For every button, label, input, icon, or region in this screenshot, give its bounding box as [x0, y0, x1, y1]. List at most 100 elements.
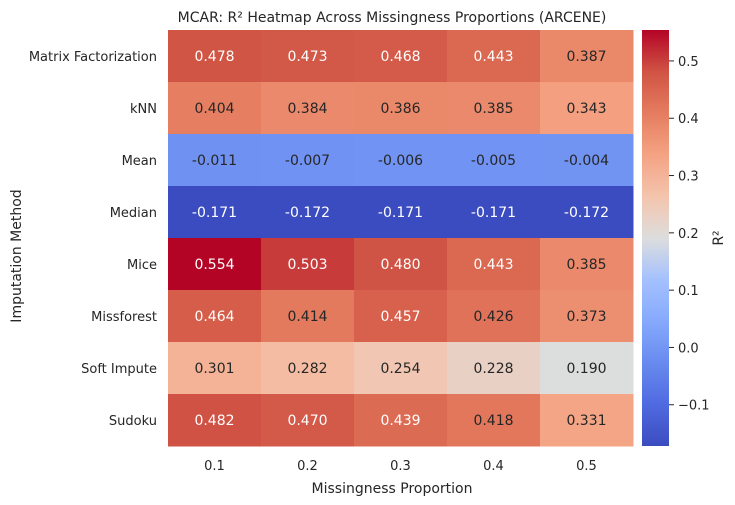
heatmap-cell — [261, 186, 355, 239]
heatmap-cell — [540, 30, 634, 83]
cell-value-label: 0.387 — [566, 49, 606, 65]
colorbar-tick-label: 0.5 — [678, 55, 699, 70]
heatmap-cell — [354, 238, 448, 291]
heatmap-cell — [447, 30, 541, 83]
heatmap-cell — [168, 134, 262, 187]
colorbar-tick-label: −0.1 — [678, 399, 710, 414]
cell-value-label: 0.343 — [566, 101, 606, 117]
y-axis-label: Imputation Method — [9, 189, 25, 322]
cell-value-label: 0.468 — [380, 49, 420, 65]
heatmap-cell — [354, 134, 448, 187]
cell-value-label: 0.503 — [287, 257, 327, 273]
cell-value-label: -0.171 — [378, 205, 423, 221]
heatmap-cell — [168, 394, 262, 447]
heatmap-cell — [354, 186, 448, 239]
heatmap-cell — [540, 394, 634, 447]
heatmap-cell — [447, 186, 541, 239]
heatmap-cell — [261, 82, 355, 135]
x-tick-label: 0.2 — [297, 459, 318, 474]
cell-value-label: 0.470 — [287, 413, 327, 429]
cell-value-label: 0.457 — [380, 309, 420, 325]
cell-value-label: 0.386 — [380, 101, 420, 117]
heatmap-cell — [261, 290, 355, 343]
heatmap-cell — [447, 290, 541, 343]
y-tick-label: Missforest — [91, 310, 157, 325]
y-tick-label: Mean — [122, 154, 157, 169]
cell-value-label: 0.373 — [566, 309, 606, 325]
cell-value-label: 0.443 — [473, 257, 513, 273]
x-tick-label: 0.4 — [483, 459, 504, 474]
chart-title: MCAR: R² Heatmap Across Missingness Prop… — [178, 10, 607, 26]
heatmap-cell — [168, 30, 262, 83]
heatmap-cell — [354, 290, 448, 343]
heatmap-cell — [354, 342, 448, 395]
x-tick-label: 0.1 — [204, 459, 225, 474]
y-tick-label: Sudoku — [109, 414, 157, 429]
y-tick-label: Matrix Factorization — [29, 50, 157, 65]
heatmap-cell — [447, 82, 541, 135]
x-tick-label: 0.3 — [390, 459, 411, 474]
heatmap-cell — [540, 238, 634, 291]
heatmap-cell — [261, 30, 355, 83]
cell-value-label: -0.004 — [564, 153, 609, 169]
cell-value-label: 0.443 — [473, 49, 513, 65]
cell-value-label: 0.301 — [194, 361, 234, 377]
heatmap-cell — [447, 134, 541, 187]
heatmap-cell — [540, 186, 634, 239]
heatmap-cell — [168, 290, 262, 343]
heatmap-cell — [261, 342, 355, 395]
cell-value-label: -0.172 — [564, 205, 609, 221]
cell-value-label: 0.190 — [566, 361, 606, 377]
heatmap-cell — [168, 238, 262, 291]
cell-value-label: 0.478 — [194, 49, 234, 65]
cell-value-label: 0.414 — [287, 309, 327, 325]
cell-value-label: -0.171 — [471, 205, 516, 221]
heatmap-cell — [168, 186, 262, 239]
cell-value-label: 0.473 — [287, 49, 327, 65]
heatmap-cell — [447, 342, 541, 395]
colorbar-ticks: −0.1 0.0 0.1 0.2 0.3 0.4 0.5 — [669, 55, 710, 414]
cell-value-label: 0.426 — [473, 309, 513, 325]
x-tick-labels: 0.1 0.2 0.3 0.4 0.5 — [204, 459, 597, 474]
heatmap-cell — [168, 342, 262, 395]
cell-value-label: -0.007 — [285, 153, 330, 169]
cell-value-label: -0.011 — [192, 153, 237, 169]
heatmap-cell — [540, 134, 634, 187]
x-axis-label: Missingness Proportion — [312, 481, 473, 497]
heatmap-cell — [354, 394, 448, 447]
heatmap-cell — [540, 290, 634, 343]
cell-value-label: 0.254 — [380, 361, 420, 377]
colorbar-tick-label: 0.2 — [678, 227, 699, 242]
colorbar — [642, 30, 669, 446]
y-tick-label: Median — [110, 206, 157, 221]
heatmap-cells: 0.478 0.473 0.468 0.443 0.387 0.404 0.384 0.386… — [168, 30, 634, 447]
y-tick-labels: Matrix Factorization kNN Mean Median Mice Mis… — [29, 50, 157, 429]
heatmap-cell — [261, 134, 355, 187]
heatmap-cell — [168, 82, 262, 135]
colorbar-tick-label: 0.0 — [678, 341, 699, 356]
heatmap-cell — [261, 394, 355, 447]
cell-value-label: 0.418 — [473, 413, 513, 429]
colorbar-tick-label: 0.1 — [678, 284, 699, 299]
cell-value-label: 0.480 — [380, 257, 420, 273]
heatmap-cell — [447, 394, 541, 447]
cell-value-label: 0.331 — [566, 413, 606, 429]
colorbar-tick-label: 0.4 — [678, 112, 699, 127]
cell-value-label: 0.439 — [380, 413, 420, 429]
heatmap-cell — [540, 82, 634, 135]
colorbar-label: R² — [711, 230, 727, 245]
cell-value-label: 0.482 — [194, 413, 234, 429]
heatmap-cell — [540, 342, 634, 395]
y-tick-label: Mice — [127, 258, 157, 273]
cell-value-label: -0.171 — [192, 205, 237, 221]
heatmap-cell — [261, 238, 355, 291]
y-tick-label: Soft Impute — [81, 362, 157, 377]
cell-value-label: 0.384 — [287, 101, 327, 117]
cell-value-label: 0.554 — [194, 257, 234, 273]
cell-value-label: 0.385 — [566, 257, 606, 273]
cell-value-label: 0.464 — [194, 309, 234, 325]
x-tick-label: 0.5 — [576, 459, 597, 474]
cell-value-label: 0.228 — [473, 361, 513, 377]
cell-value-label: -0.006 — [378, 153, 423, 169]
cell-value-label: 0.282 — [287, 361, 327, 377]
